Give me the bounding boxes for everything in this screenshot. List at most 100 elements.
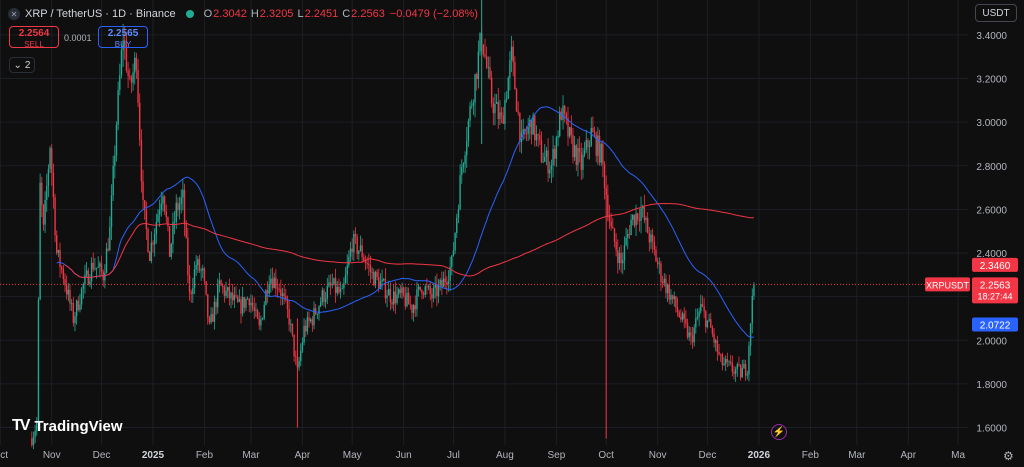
candle-body xyxy=(47,168,50,186)
candle-body xyxy=(99,263,101,267)
candle-body xyxy=(610,221,612,227)
candle-body xyxy=(479,33,481,52)
candle-body xyxy=(713,333,715,343)
candle-body xyxy=(37,299,40,423)
candle-body xyxy=(570,127,573,136)
x-tick-label: 2026 xyxy=(748,450,771,461)
candle-body xyxy=(341,288,343,289)
gear-icon[interactable]: ⚙ xyxy=(1003,449,1014,463)
candle-body xyxy=(261,318,264,320)
xrp-icon: ✕ xyxy=(8,8,20,20)
candle-body xyxy=(625,237,627,246)
candle-body xyxy=(729,361,732,363)
candle-body xyxy=(563,105,566,114)
candle-body xyxy=(300,350,302,362)
candle-body xyxy=(213,301,216,322)
candle-body xyxy=(696,316,699,319)
x-tick-label: Oct xyxy=(598,450,614,461)
candle-body xyxy=(670,294,672,300)
candle-body xyxy=(489,67,491,78)
indicators-toggle-button[interactable]: ⌄ 2 xyxy=(9,57,35,73)
y-tick-label: 2.6000 xyxy=(976,205,1007,216)
buy-price: 2.2565 xyxy=(107,28,139,39)
candle-body xyxy=(207,294,209,318)
candle-body xyxy=(509,60,511,78)
ma-200-line xyxy=(64,202,754,279)
candle-body xyxy=(436,284,438,297)
candle-body xyxy=(127,70,129,76)
candle-body xyxy=(227,287,229,291)
candle-body xyxy=(711,327,714,334)
candle-body xyxy=(145,210,148,230)
candle-body xyxy=(338,286,340,293)
candle-body xyxy=(560,111,563,120)
candle-body xyxy=(278,288,280,290)
candle-body xyxy=(308,317,310,322)
candle-body xyxy=(44,200,46,225)
candle-body xyxy=(114,155,116,167)
y-tick-label: 3.4000 xyxy=(976,31,1007,42)
candle-body xyxy=(245,299,247,308)
candle-body xyxy=(431,293,433,299)
candle-body xyxy=(527,127,529,134)
candle-body xyxy=(522,129,524,133)
candle-body xyxy=(502,115,504,124)
sell-button[interactable]: 2.2564 SELL xyxy=(9,26,59,49)
candle-body xyxy=(112,166,114,196)
candle-body xyxy=(109,227,111,251)
candle-body xyxy=(36,422,38,431)
candle-body xyxy=(633,214,636,226)
candle-body xyxy=(51,148,53,173)
buy-button[interactable]: 2.2565 BUY xyxy=(98,26,148,49)
candle-body xyxy=(331,284,333,286)
candle-body xyxy=(56,235,58,253)
candle-body xyxy=(295,356,297,358)
candle-body xyxy=(515,89,518,112)
candle-body xyxy=(353,234,355,253)
candle-body xyxy=(255,310,257,311)
ma-200-price-tag xyxy=(972,257,1018,272)
sell-price: 2.2564 xyxy=(18,28,50,39)
candle-body xyxy=(673,296,675,300)
candle-body xyxy=(321,290,324,303)
candle-body xyxy=(72,303,75,323)
candle-body xyxy=(162,196,164,204)
symbol-price-label xyxy=(925,277,970,292)
candle-body xyxy=(632,214,634,220)
currency-button[interactable]: USDT xyxy=(975,4,1017,22)
candle-body xyxy=(180,197,182,205)
candle-body xyxy=(651,234,654,242)
candle-body xyxy=(238,299,241,302)
symbol-title[interactable]: XRP / TetherUS · 1D · Binance xyxy=(25,8,176,20)
bolt-icon[interactable]: ⚡ xyxy=(771,424,787,440)
candle-body xyxy=(348,256,350,266)
candle-body xyxy=(95,267,98,269)
candle-body xyxy=(665,278,667,293)
candle-body xyxy=(275,277,277,289)
candle-body xyxy=(157,214,159,223)
candle-body xyxy=(701,304,704,307)
candle-body xyxy=(698,311,700,317)
candle-body xyxy=(373,271,375,286)
candle-body xyxy=(286,298,289,310)
buy-label: BUY xyxy=(114,40,132,49)
candle-body xyxy=(346,265,348,275)
candle-body xyxy=(124,40,126,45)
sell-label: SELL xyxy=(24,40,44,49)
candle-body xyxy=(175,202,177,222)
candle-body xyxy=(233,295,236,301)
last-price-text: 2.2563 xyxy=(980,280,1011,291)
candle-body xyxy=(613,228,616,242)
candle-body xyxy=(240,299,242,314)
candle-body xyxy=(555,137,558,159)
candle-body xyxy=(285,296,287,299)
candle-body xyxy=(645,218,647,221)
candle-body xyxy=(273,277,275,289)
tradingview-logo[interactable]: TV TradingView xyxy=(12,417,123,435)
candle-body xyxy=(57,250,60,253)
candle-body xyxy=(77,300,79,310)
candle-body xyxy=(565,113,568,119)
candle-body xyxy=(494,103,496,114)
